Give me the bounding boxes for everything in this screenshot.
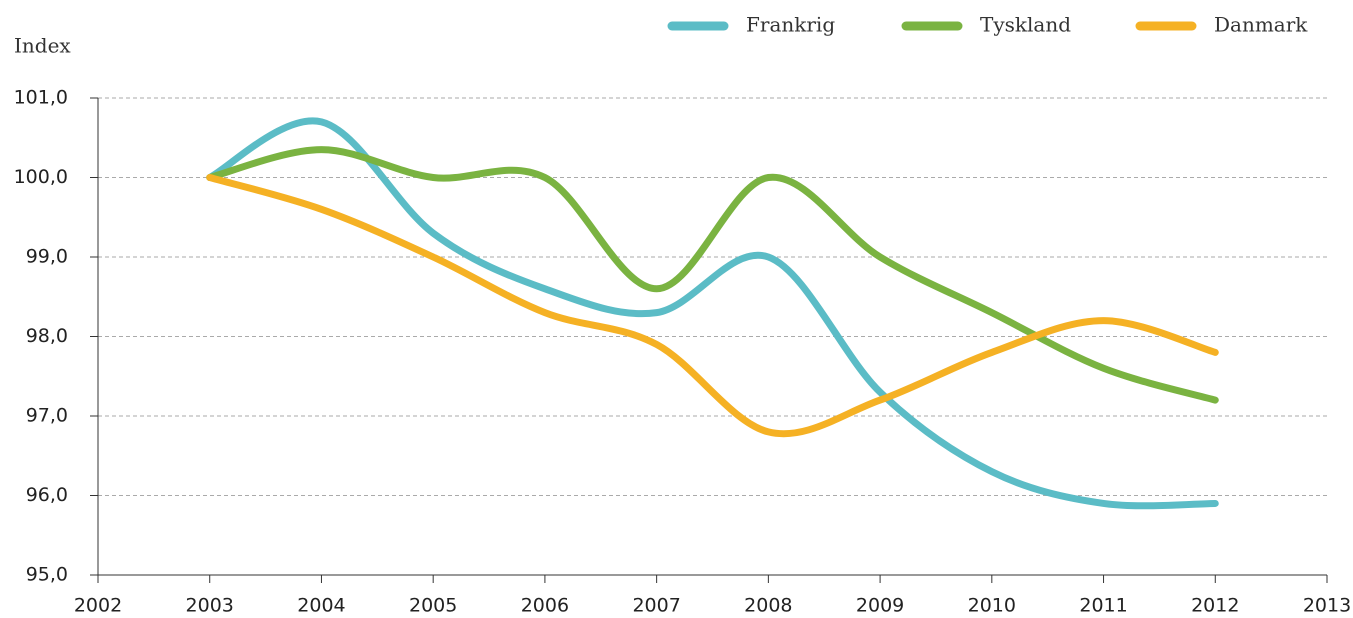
y-tick-label: 100,0 (14, 166, 68, 188)
y-tick-label: 99,0 (26, 246, 68, 268)
x-tick-label: 2013 (1303, 595, 1351, 617)
x-tick-label: 2005 (409, 595, 457, 617)
x-tick-label: 2006 (521, 595, 569, 617)
x-tick-label: 2011 (1079, 595, 1127, 617)
x-tick-label: 2003 (186, 595, 234, 617)
series-line (206, 117, 1219, 510)
y-axis-label: Index (14, 34, 71, 58)
y-tick-label: 101,0 (14, 87, 68, 109)
x-tick-label: 2002 (74, 595, 122, 617)
y-tick-label: 96,0 (26, 484, 68, 506)
y-tick-label: 98,0 (26, 325, 68, 347)
x-tick-label: 2007 (632, 595, 680, 617)
x-tick-label: 2004 (297, 595, 345, 617)
x-tick-label: 2010 (968, 595, 1016, 617)
legend-label: Frankrig (746, 13, 835, 37)
series-line (206, 174, 1219, 438)
x-tick-label: 2009 (856, 595, 904, 617)
x-tick-label: 2008 (744, 595, 792, 617)
x-tick-label: 2012 (1191, 595, 1239, 617)
legend-label: Danmark (1214, 13, 1308, 37)
y-tick-label: 97,0 (26, 405, 68, 427)
legend-label: Tyskland (980, 13, 1071, 37)
y-tick-label: 95,0 (26, 564, 68, 586)
